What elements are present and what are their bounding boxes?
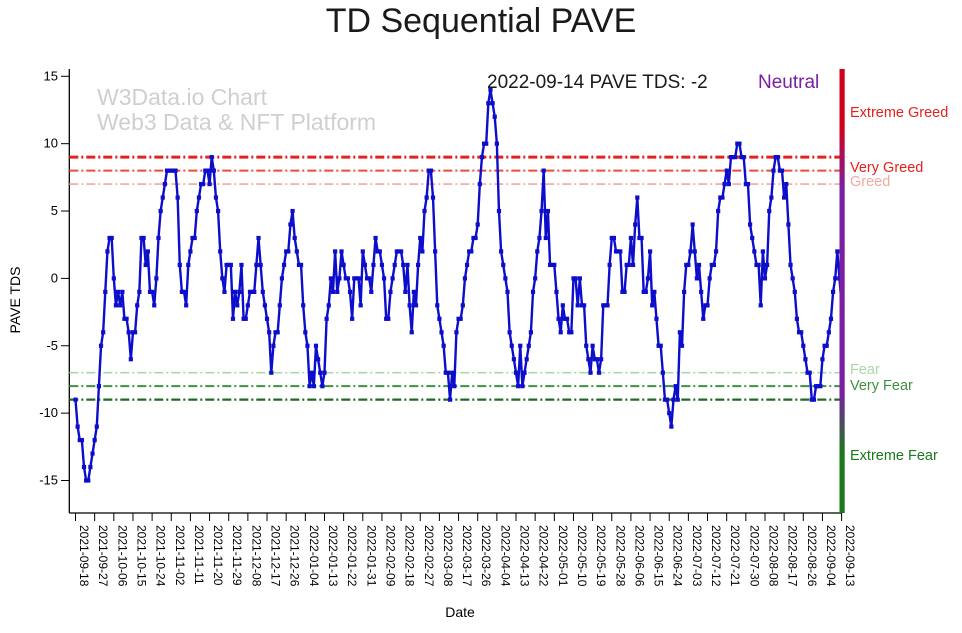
svg-text:-10: -10 (39, 405, 58, 420)
svg-text:2022-08-08: 2022-08-08 (766, 525, 780, 587)
svg-text:2021-09-18: 2021-09-18 (77, 525, 91, 587)
svg-text:2022-09-14 PAVE TDS: -2: 2022-09-14 PAVE TDS: -2 (487, 72, 708, 93)
svg-text:2021-12-08: 2021-12-08 (249, 525, 263, 587)
svg-text:2021-11-02: 2021-11-02 (173, 525, 187, 586)
svg-text:Extreme Greed: Extreme Greed (850, 105, 948, 121)
svg-text:2021-10-24: 2021-10-24 (154, 525, 168, 587)
svg-text:Extreme Fear: Extreme Fear (850, 448, 938, 464)
svg-text:2022-01-13: 2022-01-13 (326, 525, 340, 587)
svg-text:Neutral: Neutral (758, 72, 819, 93)
svg-text:2021-12-17: 2021-12-17 (269, 525, 283, 587)
svg-text:2022-09-04: 2022-09-04 (824, 525, 838, 587)
svg-text:PAVE TDS: PAVE TDS (7, 267, 23, 334)
svg-text:Fear: Fear (850, 362, 880, 378)
svg-text:2021-11-11: 2021-11-11 (192, 525, 206, 585)
svg-text:2022-09-13: 2022-09-13 (843, 525, 857, 587)
svg-text:2022-01-31: 2022-01-31 (364, 525, 378, 587)
svg-text:W3Data.io Chart: W3Data.io Chart (97, 84, 268, 110)
svg-text:2022-05-10: 2022-05-10 (575, 525, 589, 587)
svg-text:10: 10 (44, 136, 58, 151)
svg-text:2022-04-04: 2022-04-04 (498, 525, 512, 587)
svg-text:-15: -15 (39, 473, 58, 488)
svg-text:Web3 Data & NFT Platform: Web3 Data & NFT Platform (97, 109, 376, 135)
svg-text:2021-10-15: 2021-10-15 (134, 525, 148, 587)
svg-text:2021-11-29: 2021-11-29 (230, 525, 244, 586)
svg-text:15: 15 (44, 68, 58, 83)
svg-text:2022-03-26: 2022-03-26 (479, 525, 493, 587)
svg-text:Very Fear: Very Fear (850, 378, 913, 394)
svg-text:2022-04-22: 2022-04-22 (537, 525, 551, 587)
svg-text:2022-05-01: 2022-05-01 (556, 525, 570, 587)
svg-text:2021-10-06: 2021-10-06 (115, 525, 129, 587)
svg-text:2022-06-24: 2022-06-24 (671, 525, 685, 587)
svg-text:2022-06-06: 2022-06-06 (632, 525, 646, 587)
svg-text:2022-07-21: 2022-07-21 (728, 525, 742, 587)
svg-text:2021-12-26: 2021-12-26 (288, 525, 302, 587)
svg-text:2022-02-27: 2022-02-27 (422, 525, 436, 587)
svg-text:2022-02-09: 2022-02-09 (383, 525, 397, 587)
svg-text:2021-09-27: 2021-09-27 (96, 525, 110, 587)
svg-text:2022-07-30: 2022-07-30 (747, 525, 761, 587)
svg-text:2022-08-17: 2022-08-17 (786, 525, 800, 587)
svg-text:2022-07-03: 2022-07-03 (690, 525, 704, 587)
svg-text:Greed: Greed (850, 174, 890, 190)
svg-text:2022-04-13: 2022-04-13 (518, 525, 532, 587)
svg-text:2022-06-15: 2022-06-15 (652, 525, 666, 587)
svg-text:2022-05-19: 2022-05-19 (594, 525, 608, 587)
svg-text:0: 0 (51, 270, 58, 285)
svg-text:2022-01-22: 2022-01-22 (345, 525, 359, 587)
svg-text:2022-07-12: 2022-07-12 (709, 525, 723, 587)
svg-text:2022-01-04: 2022-01-04 (307, 525, 321, 587)
svg-text:2022-02-18: 2022-02-18 (403, 525, 417, 587)
svg-text:5: 5 (51, 203, 58, 218)
svg-text:-5: -5 (46, 338, 58, 353)
svg-text:2021-11-20: 2021-11-20 (211, 525, 225, 586)
svg-text:Date: Date (445, 604, 475, 620)
svg-text:2022-05-28: 2022-05-28 (613, 525, 627, 587)
svg-text:2022-03-17: 2022-03-17 (460, 525, 474, 587)
svg-text:2022-03-08: 2022-03-08 (441, 525, 455, 587)
svg-text:2022-08-26: 2022-08-26 (805, 525, 819, 587)
